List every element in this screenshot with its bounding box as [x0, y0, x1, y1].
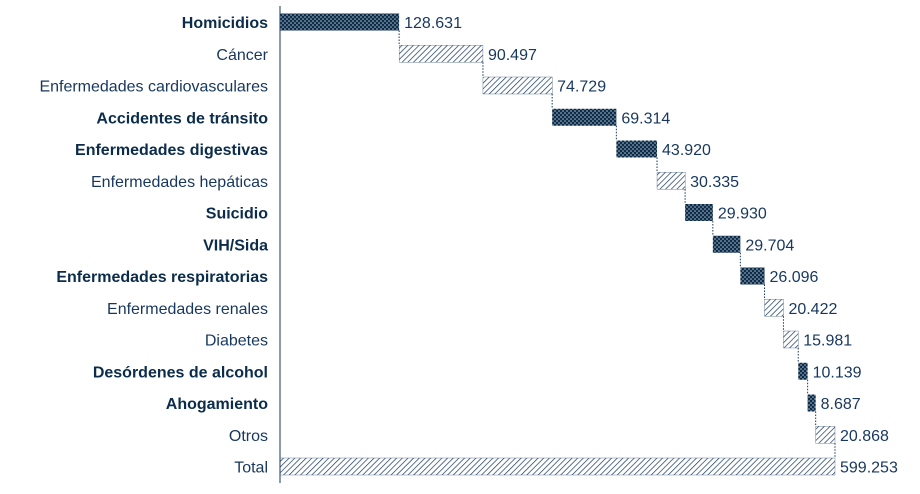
- category-label-6: Suicidio: [206, 206, 268, 223]
- value-label-9: 20.422: [788, 301, 837, 318]
- category-label-1: Cáncer: [216, 47, 268, 64]
- value-label-6: 29.930: [718, 206, 767, 223]
- category-label-3: Accidentes de tránsito: [96, 110, 268, 127]
- category-label-14: Total: [234, 460, 268, 477]
- bar-11: [798, 362, 808, 380]
- category-label-9: Enfermedades renales: [107, 301, 268, 318]
- category-label-4: Enfermedades digestivas: [75, 142, 268, 159]
- category-label-5: Enfermedades hepáticas: [91, 174, 268, 191]
- bar-10: [783, 330, 799, 349]
- value-label-4: 43.920: [662, 142, 711, 159]
- value-label-11: 10.139: [813, 364, 862, 381]
- bar-4: [616, 140, 658, 158]
- category-label-11: Desórdenes de alcohol: [93, 364, 268, 381]
- bar-1: [398, 45, 484, 63]
- category-label-0: Homicidios: [182, 15, 268, 32]
- value-label-0: 128.631: [404, 15, 462, 32]
- bars-layer: [279, 13, 836, 476]
- value-label-13: 20.868: [840, 428, 889, 445]
- category-label-12: Ahogamiento: [166, 396, 268, 413]
- value-label-10: 15.981: [803, 333, 852, 350]
- bar-13: [815, 426, 836, 444]
- value-label-7: 29.704: [745, 237, 794, 254]
- category-label-7: VIH/Sida: [203, 237, 268, 254]
- value-label-12: 8.687: [821, 396, 861, 413]
- value-label-3: 69.314: [621, 110, 670, 127]
- category-label-10: Diabetes: [205, 333, 268, 350]
- connectors-layer: [398, 30, 836, 458]
- value-label-1: 90.497: [488, 47, 537, 64]
- value-label-14: 599.253: [840, 460, 898, 477]
- bar-14: [279, 457, 836, 476]
- value-label-8: 26.096: [770, 269, 819, 286]
- bar-8: [740, 267, 765, 285]
- value-label-5: 30.335: [690, 174, 739, 191]
- labels-layer: Homicidios 128.631 Cáncer 90.497 Enfermedade…: [39, 15, 898, 477]
- bar-9: [764, 299, 784, 317]
- category-label-13: Otros: [229, 428, 268, 445]
- bar-5: [656, 172, 686, 190]
- bar-12: [807, 394, 816, 412]
- category-label-2: Enfermedades cardiovasculares: [39, 79, 268, 96]
- bar-3: [552, 108, 617, 126]
- bar-6: [685, 204, 713, 221]
- value-label-2: 74.729: [557, 79, 606, 96]
- bar-0: [280, 13, 400, 31]
- category-label-8: Enfermedades respiratorias: [56, 269, 268, 286]
- bar-7: [712, 235, 741, 253]
- bar-2: [482, 76, 553, 95]
